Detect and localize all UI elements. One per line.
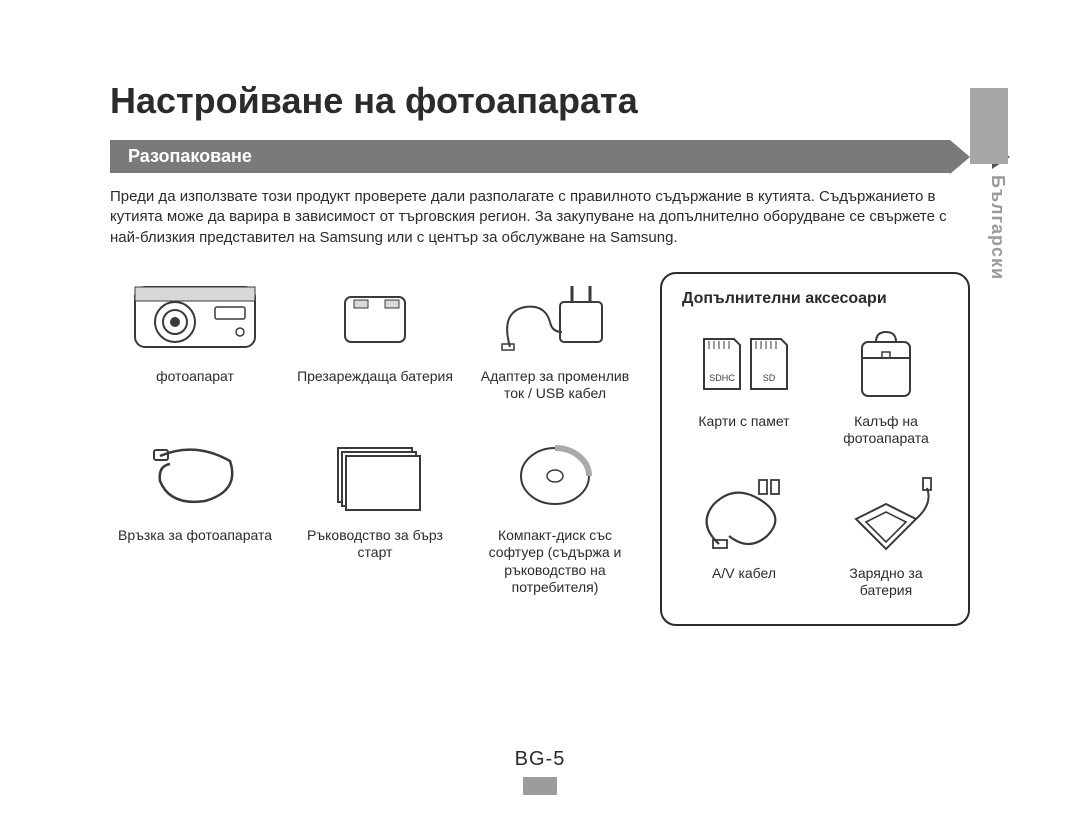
intro-paragraph: Преди да използвате този продукт провере… <box>110 187 1010 248</box>
section-header-row: Разопаковане <box>110 140 1010 173</box>
footer-mark-decor <box>523 777 557 795</box>
memory-cards-icon: SDHC SD <box>689 322 799 407</box>
sdhc-text: SDHC <box>709 373 735 383</box>
item-cd: Компакт-диск със софтуер (съдържа и ръко… <box>470 431 640 597</box>
acc-charger: Зарядно за батерия <box>824 474 948 600</box>
item-manual: Ръководство за бърз старт <box>290 431 460 597</box>
battery-icon <box>297 272 453 362</box>
content-row: фотоапарат Презареждаща батерия <box>110 272 1010 626</box>
item-adapter: Адаптер за променлив ток / USB кабел <box>470 272 640 403</box>
cd-icon <box>470 431 640 521</box>
camera-icon <box>130 272 260 362</box>
accessories-grid: SDHC SD Карти с памет <box>682 322 948 600</box>
item-label: Ръководство за бърз старт <box>290 527 460 562</box>
acc-label: A/V кабел <box>689 565 799 583</box>
case-icon <box>824 322 948 407</box>
accessories-title: Допълнителни аксесоари <box>682 290 948 308</box>
page: Български Настройване на фотоапарата Раз… <box>0 0 1080 835</box>
box-contents-grid: фотоапарат Презареждаща батерия <box>110 272 640 597</box>
acc-av-cable: A/V кабел <box>689 474 799 600</box>
acc-label: Калъф на фотоапарата <box>824 413 948 448</box>
acc-label: Карти с памет <box>689 413 799 431</box>
item-label: Компакт-диск със софтуер (съдържа и ръко… <box>470 527 640 597</box>
acc-case: Калъф на фотоапарата <box>824 322 948 448</box>
item-label: Адаптер за променлив ток / USB кабел <box>470 368 640 403</box>
manual-icon <box>290 431 460 521</box>
sd-text: SD <box>763 373 776 383</box>
item-strap: Връзка за фотоапарата <box>118 431 272 597</box>
side-tab-decor <box>970 88 1008 164</box>
strap-icon <box>118 431 272 521</box>
item-camera: фотоапарат <box>130 272 260 403</box>
item-label: Връзка за фотоапарата <box>118 527 272 545</box>
language-side-label: Български <box>970 175 1008 280</box>
page-title: Настройване на фотоапарата <box>110 80 1010 122</box>
item-label: Презареждаща батерия <box>297 368 453 386</box>
item-label: фотоапарат <box>130 368 260 386</box>
section-bar: Разопаковане <box>110 140 950 173</box>
acc-label: Зарядно за батерия <box>824 565 948 600</box>
charger-icon <box>824 474 948 559</box>
adapter-icon <box>470 272 640 362</box>
page-number: BG-5 <box>0 748 1080 771</box>
av-cable-icon <box>689 474 799 559</box>
item-battery: Презареждаща батерия <box>297 272 453 403</box>
page-footer: BG-5 <box>0 748 1080 795</box>
accessories-box: Допълнителни аксесоари SDHC SD <box>660 272 970 626</box>
acc-memory-cards: SDHC SD Карти с памет <box>689 322 799 448</box>
